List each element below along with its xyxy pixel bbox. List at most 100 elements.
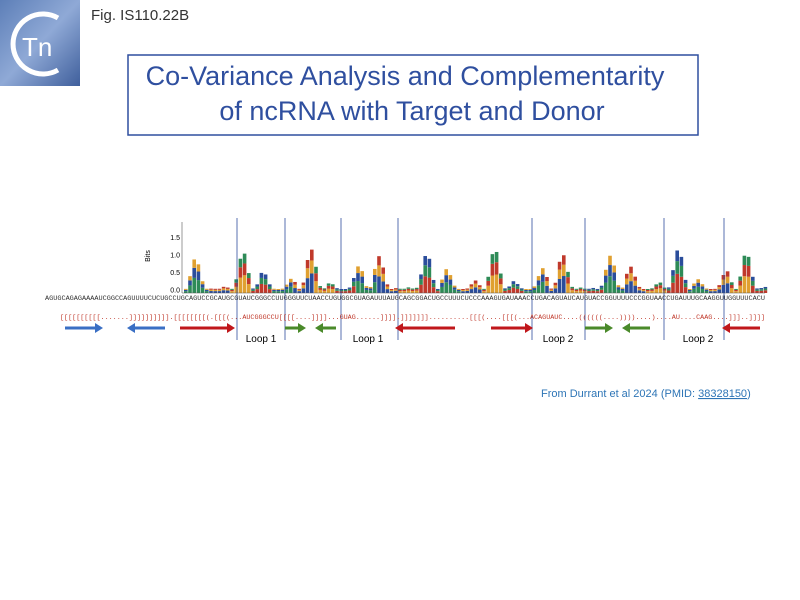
logo-letter [482,291,486,293]
logo-letter [444,275,448,283]
loop-label: Loop 2 [543,334,574,345]
logo-letter [746,265,751,277]
logo-letter [566,277,570,284]
logo-letter [700,284,705,287]
pmid-link[interactable]: 38328150 [698,388,747,400]
logo-letter [263,284,268,293]
logo-letter [398,288,402,290]
logo-letter [209,289,213,292]
logo-letter [368,290,373,293]
logo-letter [717,287,721,290]
logo-letter [646,291,650,293]
logo-letter [490,275,495,293]
logo-letter [217,291,222,293]
logo-letter [305,268,310,279]
logo-letter [205,289,209,292]
logo-letter [759,288,763,290]
logo-letter [192,277,196,293]
logo-letter [343,291,348,293]
logo-letter [427,258,432,268]
logo-letter [352,281,356,287]
logo-letter [520,289,524,291]
logo-letter [473,283,478,288]
logo-letter [709,291,713,293]
logo-letter [612,272,616,281]
logo-letter [704,289,709,291]
logo-letter [469,286,474,290]
arrow-head [722,323,730,333]
y-tick-label: 0.5 [170,270,180,277]
logo-letter [616,289,621,293]
logo-letter [200,284,205,288]
logo-letter [377,276,381,293]
logo-letter [553,288,558,293]
logo-letter [242,275,247,293]
logo-letter [289,286,293,293]
logo-letter [709,289,713,292]
logo-letter [385,289,390,293]
logo-letter [465,289,469,291]
logo-letter [528,291,532,293]
citation: From Durrant et al 2024 (PMID: 38328150) [541,388,751,400]
logo-letter [188,280,192,286]
logo-letter [293,281,297,285]
logo-letter [280,291,285,293]
logo-letter [297,289,301,292]
logo-letter [746,276,751,293]
logo-letter [406,288,411,291]
logo-letter [394,289,398,291]
logo-letter [251,289,255,291]
logo-letter [725,283,730,293]
logo-letter [524,291,528,293]
logo-letter [373,282,377,293]
logo-letter [415,290,419,293]
logo-letter [629,281,633,293]
structure: [[[[[[[[[[.......]]]]]]]]]].[[[[[[[[(.[[… [60,314,765,321]
logo-letter [591,287,595,290]
logo-letter [461,291,465,293]
logo-letter [431,287,436,293]
logo-letter [184,291,188,293]
logo-letter [226,290,230,293]
logo-letter [398,291,402,293]
logo-letter [356,273,360,282]
logo-letter [360,271,364,277]
logo-letter [574,289,579,292]
logo-letter [473,280,478,284]
logo-letter [331,289,335,293]
logo-letter [196,271,201,281]
logo-letter [620,287,625,289]
logo-letter [595,289,600,292]
logo-letter [566,283,570,293]
logo-letter [284,289,289,293]
logo-letter [528,289,532,292]
logo-letter [289,278,293,283]
logo-letter [301,285,306,289]
logo-letter [457,291,461,293]
logo-letter [415,287,419,290]
logo-letter [730,284,734,289]
logo-letter [448,275,453,280]
logo-letter [738,276,742,281]
arrow-head [525,323,533,333]
logo-letter [616,285,621,288]
logo-letter [679,276,684,293]
logo-letter [671,275,675,283]
logo-letter [679,265,684,277]
logo-letter [209,288,213,290]
logo-letter [667,288,671,291]
logo-letter [721,275,726,280]
logo-letter [730,282,734,285]
logo-letter [310,249,314,261]
logo-letter [259,283,264,293]
logo-letter [713,288,717,290]
logo-letter [444,282,448,293]
logo-letter [184,288,188,290]
logo-letter [415,289,419,291]
logo-letter [394,290,398,293]
logo-letter [595,291,600,293]
logo-letter [419,279,423,285]
logo-letter [381,267,385,274]
logo-letter [742,276,747,293]
logo-letter [528,288,532,290]
